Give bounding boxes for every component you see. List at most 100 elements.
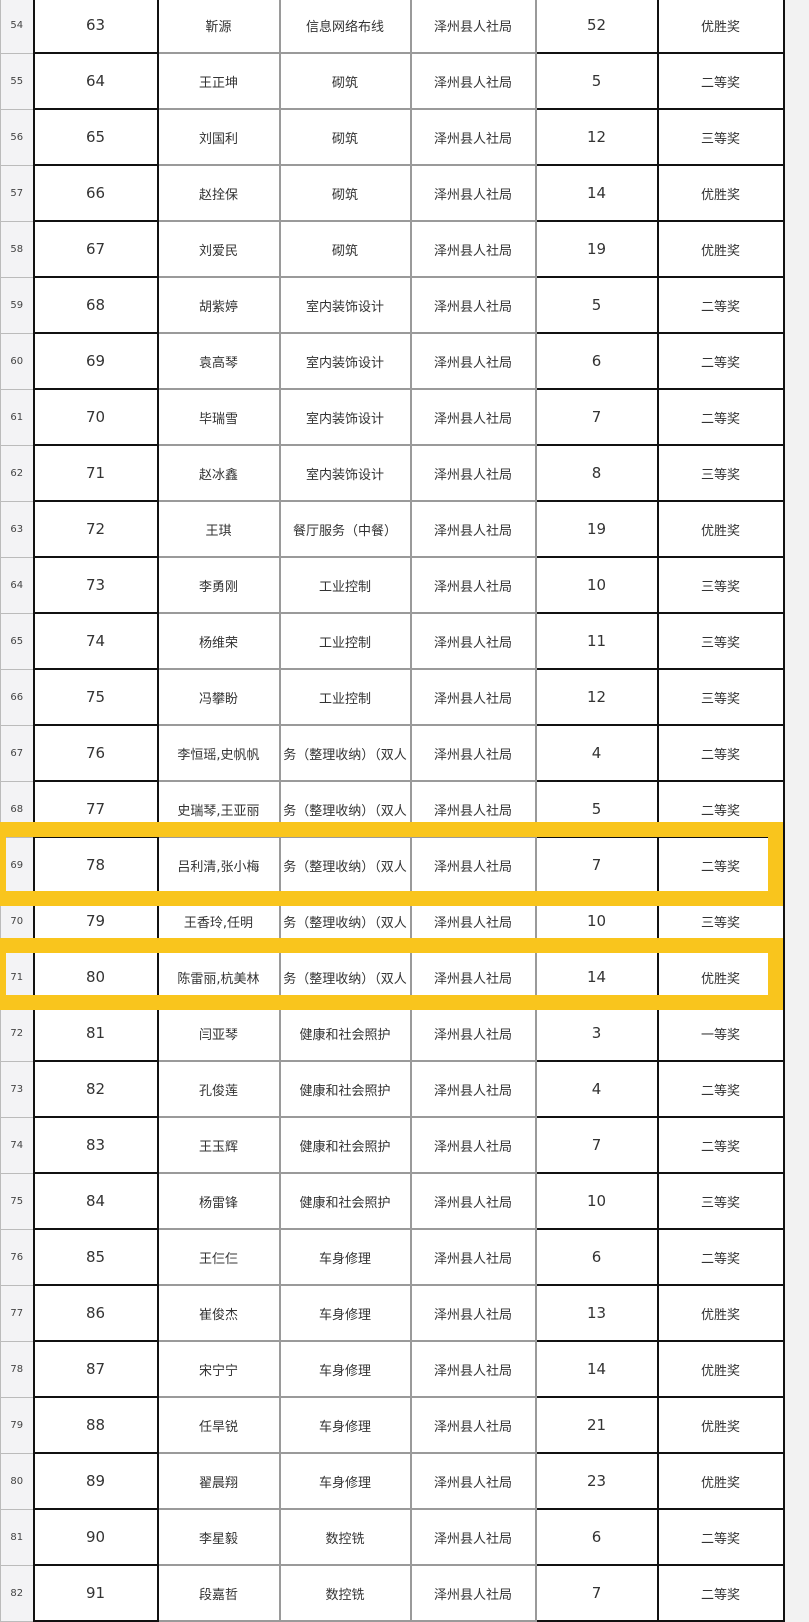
cell-name[interactable]: 闫亚琴 (156, 1004, 281, 1062)
cell-rank[interactable]: 21 (534, 1396, 659, 1454)
row-header[interactable]: 57 (0, 164, 35, 222)
cell-rank[interactable]: 10 (534, 892, 659, 950)
cell-name[interactable]: 袁高琴 (156, 332, 281, 390)
cell-name[interactable]: 李恒瑶,史帆帆 (156, 724, 281, 782)
cell-rank[interactable]: 14 (534, 948, 659, 1006)
cell-serial[interactable]: 67 (32, 220, 159, 278)
cell-rank[interactable]: 52 (534, 0, 659, 54)
row-header[interactable]: 73 (0, 1060, 35, 1118)
cell-rank[interactable]: 4 (534, 724, 659, 782)
row-header[interactable]: 68 (0, 780, 35, 838)
cell-rank[interactable]: 6 (534, 1508, 659, 1566)
cell-unit[interactable]: 泽州县人社局 (409, 1452, 537, 1510)
cell-rank[interactable]: 5 (534, 780, 659, 838)
cell-rank[interactable]: 19 (534, 500, 659, 558)
cell-name[interactable]: 吕利清,张小梅 (156, 836, 281, 894)
cell-event[interactable]: 砌筑 (278, 108, 412, 166)
row-header[interactable]: 54 (0, 0, 35, 54)
row-header[interactable]: 64 (0, 556, 35, 614)
row-header[interactable]: 58 (0, 220, 35, 278)
row-header[interactable]: 60 (0, 332, 35, 390)
cell-award[interactable]: 优胜奖 (656, 1396, 785, 1454)
cell-award[interactable]: 三等奖 (656, 668, 785, 726)
cell-name[interactable]: 王仨仨 (156, 1228, 281, 1286)
cell-unit[interactable]: 泽州县人社局 (409, 836, 537, 894)
cell-rank[interactable]: 4 (534, 1060, 659, 1118)
row-header[interactable]: 67 (0, 724, 35, 782)
cell-rank[interactable]: 12 (534, 668, 659, 726)
cell-rank[interactable]: 14 (534, 1340, 659, 1398)
cell-rank[interactable]: 6 (534, 332, 659, 390)
cell-event[interactable]: 信息网络布线 (278, 0, 412, 54)
cell-unit[interactable]: 泽州县人社局 (409, 332, 537, 390)
cell-serial[interactable]: 73 (32, 556, 159, 614)
cell-event[interactable]: 车身修理 (278, 1228, 412, 1286)
cell-serial[interactable]: 80 (32, 948, 159, 1006)
cell-rank[interactable]: 7 (534, 1564, 659, 1622)
cell-award[interactable]: 二等奖 (656, 1564, 785, 1622)
cell-serial[interactable]: 72 (32, 500, 159, 558)
cell-serial[interactable]: 77 (32, 780, 159, 838)
cell-name[interactable]: 王香玲,任明 (156, 892, 281, 950)
cell-name[interactable]: 冯攀盼 (156, 668, 281, 726)
cell-rank[interactable]: 8 (534, 444, 659, 502)
cell-name[interactable]: 靳源 (156, 0, 281, 54)
cell-serial[interactable]: 71 (32, 444, 159, 502)
cell-award[interactable]: 二等奖 (656, 1060, 785, 1118)
cell-unit[interactable]: 泽州县人社局 (409, 1004, 537, 1062)
cell-name[interactable]: 孔俊莲 (156, 1060, 281, 1118)
cell-name[interactable]: 毕瑞雪 (156, 388, 281, 446)
cell-award[interactable]: 三等奖 (656, 556, 785, 614)
row-header[interactable]: 77 (0, 1284, 35, 1342)
cell-serial[interactable]: 63 (32, 0, 159, 54)
row-header[interactable]: 59 (0, 276, 35, 334)
cell-rank[interactable]: 7 (534, 388, 659, 446)
cell-unit[interactable]: 泽州县人社局 (409, 0, 537, 54)
cell-award[interactable]: 二等奖 (656, 724, 785, 782)
cell-serial[interactable]: 74 (32, 612, 159, 670)
row-header[interactable]: 69 (0, 836, 35, 894)
cell-event[interactable]: 车身修理 (278, 1452, 412, 1510)
cell-name[interactable]: 李星毅 (156, 1508, 281, 1566)
cell-unit[interactable]: 泽州县人社局 (409, 52, 537, 110)
cell-event[interactable]: 数控铣 (278, 1508, 412, 1566)
cell-rank[interactable]: 5 (534, 52, 659, 110)
cell-unit[interactable]: 泽州县人社局 (409, 724, 537, 782)
cell-award[interactable]: 二等奖 (656, 780, 785, 838)
row-header[interactable]: 79 (0, 1396, 35, 1454)
row-header[interactable]: 80 (0, 1452, 35, 1510)
cell-award[interactable]: 优胜奖 (656, 220, 785, 278)
cell-serial[interactable]: 84 (32, 1172, 159, 1230)
row-header[interactable]: 82 (0, 1564, 35, 1622)
cell-serial[interactable]: 68 (32, 276, 159, 334)
cell-rank[interactable]: 3 (534, 1004, 659, 1062)
cell-award[interactable]: 二等奖 (656, 1508, 785, 1566)
cell-award[interactable]: 二等奖 (656, 836, 785, 894)
cell-unit[interactable]: 泽州县人社局 (409, 1508, 537, 1566)
row-header[interactable]: 75 (0, 1172, 35, 1230)
row-header[interactable]: 81 (0, 1508, 35, 1566)
cell-event[interactable]: 工业控制 (278, 668, 412, 726)
cell-event[interactable]: 务（整理收纳）（双人 (278, 948, 412, 1006)
cell-event[interactable]: 数控铣 (278, 1564, 412, 1622)
cell-event[interactable]: 室内装饰设计 (278, 332, 412, 390)
cell-event[interactable]: 健康和社会照护 (278, 1060, 412, 1118)
cell-event[interactable]: 务（整理收纳）（双人 (278, 724, 412, 782)
row-header[interactable]: 55 (0, 52, 35, 110)
cell-name[interactable]: 刘爱民 (156, 220, 281, 278)
row-header[interactable]: 74 (0, 1116, 35, 1174)
cell-event[interactable]: 务（整理收纳）（双人 (278, 836, 412, 894)
cell-award[interactable]: 三等奖 (656, 108, 785, 166)
cell-unit[interactable]: 泽州县人社局 (409, 164, 537, 222)
cell-unit[interactable]: 泽州县人社局 (409, 780, 537, 838)
cell-serial[interactable]: 64 (32, 52, 159, 110)
cell-name[interactable]: 史瑞琴,王亚丽 (156, 780, 281, 838)
cell-event[interactable]: 砌筑 (278, 164, 412, 222)
cell-event[interactable]: 工业控制 (278, 556, 412, 614)
cell-name[interactable]: 翟晨翔 (156, 1452, 281, 1510)
cell-serial[interactable]: 85 (32, 1228, 159, 1286)
cell-event[interactable]: 室内装饰设计 (278, 276, 412, 334)
row-header[interactable]: 76 (0, 1228, 35, 1286)
cell-unit[interactable]: 泽州县人社局 (409, 612, 537, 670)
cell-rank[interactable]: 10 (534, 1172, 659, 1230)
